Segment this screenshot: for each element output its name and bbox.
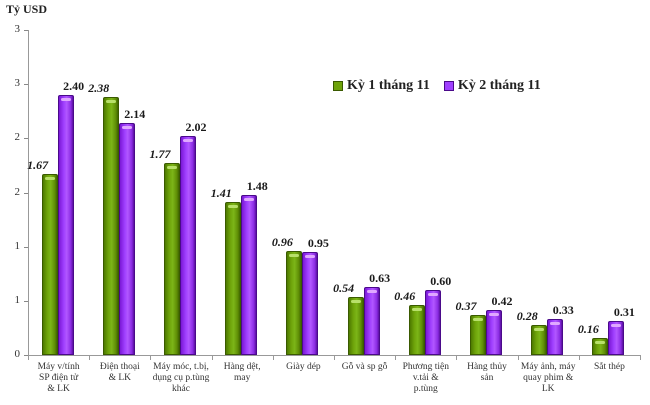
data-label: 1.41 <box>210 186 232 201</box>
y-tick-label: 1 <box>14 239 21 252</box>
bar-ky2 <box>363 286 380 355</box>
y-tick-mark <box>24 84 28 86</box>
data-label: 1.48 <box>246 178 268 193</box>
x-tick-mark <box>89 355 91 360</box>
y-tick-label: 3 <box>14 77 21 90</box>
y-tick-mark <box>24 30 28 31</box>
data-label: 0.95 <box>307 236 329 251</box>
data-label: 0.28 <box>516 308 538 323</box>
data-label: 1.67 <box>27 158 49 173</box>
y-tick-mark <box>24 192 28 194</box>
x-tick-mark <box>517 355 519 360</box>
bar-ky1 <box>531 324 548 355</box>
y-axis <box>28 30 29 355</box>
x-category-label: Máy v/tính SP điện tử & LK <box>37 362 80 394</box>
legend-item-series-1: Kỳ 1 tháng 11 <box>333 78 430 94</box>
y-tick-label: 2 <box>14 185 21 198</box>
y-tick-mark <box>24 138 28 140</box>
x-category-label: Phương tiện v.tải & p.tùng <box>402 362 449 394</box>
y-tick-mark <box>24 246 28 248</box>
x-tick-mark <box>578 355 580 360</box>
bar-ky1 <box>408 305 425 355</box>
bar-ky1 <box>592 337 609 355</box>
x-tick-mark <box>334 355 335 360</box>
x-tick-mark <box>28 355 29 360</box>
bar-ky1 <box>102 97 119 355</box>
data-label: 2.40 <box>63 79 85 93</box>
x-category-label: Sắt thép <box>593 362 625 372</box>
bar-ky1 <box>225 202 242 355</box>
x-category-label: Hàng dệt, may <box>223 362 261 383</box>
bar-ky2 <box>302 252 319 355</box>
bar-ky1 <box>164 163 180 355</box>
x-tick-mark <box>395 355 397 360</box>
bar-ky2 <box>118 123 135 355</box>
data-label: 0.54 <box>333 280 355 295</box>
x-category-label: Điện thoại & LK <box>99 362 140 383</box>
data-label: 0.33 <box>552 303 574 318</box>
x-tick-mark <box>150 355 152 360</box>
legend-label: Kỳ 2 tháng 11 <box>457 78 541 93</box>
data-label: 0.37 <box>455 298 477 313</box>
bar-ky2 <box>180 136 196 355</box>
legend-swatch-green <box>333 81 343 91</box>
data-label: 0.63 <box>369 270 391 285</box>
bar-ky2 <box>424 290 441 355</box>
x-category-label: Gỗ và sp gỗ <box>341 362 388 372</box>
bar-ky2 <box>608 321 625 355</box>
y-axis-title: Tỷ USD <box>6 2 48 16</box>
data-label: 0.42 <box>491 293 513 308</box>
y-tick-label: 2 <box>14 131 21 144</box>
bar-ky2 <box>57 95 74 355</box>
x-category-label: Hàng thủy sản <box>467 362 507 383</box>
y-tick-mark <box>24 355 28 356</box>
bar-ky1 <box>470 314 486 355</box>
bar-ky2 <box>547 319 564 355</box>
x-tick-mark <box>211 355 213 360</box>
legend: Kỳ 1 tháng 11 Kỳ 2 tháng 11 <box>333 78 541 94</box>
data-label: 0.96 <box>271 235 293 249</box>
legend-label: Kỳ 1 tháng 11 <box>347 78 430 93</box>
bar-ky1 <box>286 251 303 355</box>
y-tick-label: 0 <box>14 348 21 360</box>
data-label: 1.77 <box>149 147 171 162</box>
data-label: 2.38 <box>88 81 110 96</box>
x-category-label: Giày dép <box>286 362 321 372</box>
x-tick-mark <box>456 355 458 360</box>
x-tick-mark <box>272 355 274 360</box>
bar-ky1 <box>347 296 364 355</box>
x-category-label: Máy móc, t.bị, dụng cụ p.tùng khác <box>152 362 210 394</box>
legend-swatch-purple <box>443 81 454 91</box>
bar-ky1 <box>41 174 58 355</box>
data-label: 0.60 <box>430 274 452 288</box>
y-tick-label: 3 <box>14 23 21 35</box>
data-label: 2.02 <box>185 120 207 135</box>
y-tick-label: 1 <box>14 293 21 306</box>
data-label: 0.16 <box>577 321 599 336</box>
bar-ky2 <box>241 194 258 355</box>
data-label: 0.31 <box>613 305 635 320</box>
data-label: 2.14 <box>124 107 146 122</box>
x-category-label: Máy ảnh, máy quay phim & LK <box>520 362 576 394</box>
x-tick-mark <box>640 355 641 360</box>
data-label: 0.46 <box>394 289 416 304</box>
bar-ky2 <box>486 309 502 355</box>
y-tick-mark <box>24 300 28 302</box>
legend-item-series-2: Kỳ 2 tháng 11 <box>443 78 541 94</box>
